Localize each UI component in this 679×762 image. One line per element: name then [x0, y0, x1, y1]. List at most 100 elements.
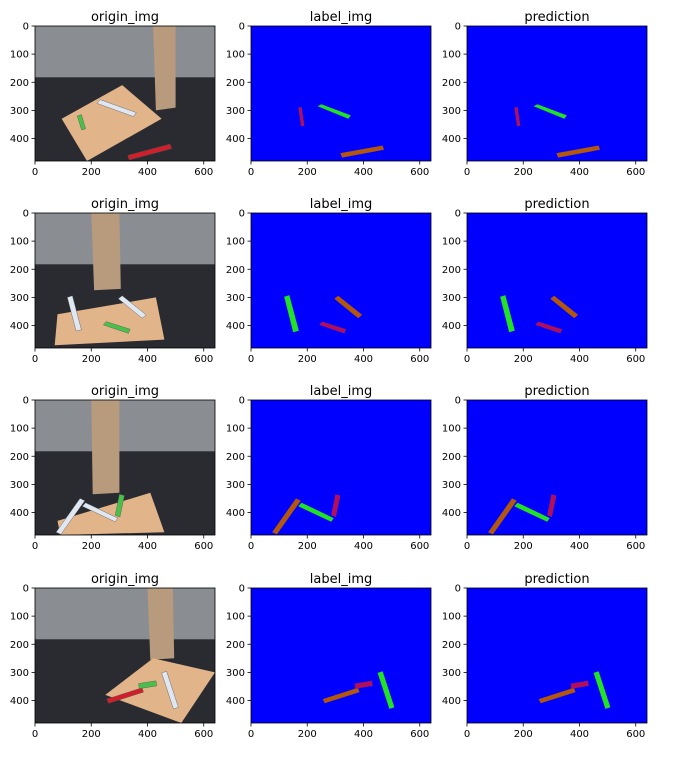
axes-frame [250, 399, 432, 536]
panel-r1-c2: prediction 0 200 400 600 0 100 200 300 400 [442, 197, 648, 365]
x-tick-label: 200 [298, 729, 317, 740]
wood-board [57, 492, 165, 535]
wood-post [153, 26, 176, 111]
y-tick-label: 100 [10, 424, 29, 435]
y-tick-label: 200 [442, 265, 461, 276]
y-tick-label: 200 [226, 640, 245, 651]
back-floor [35, 400, 215, 452]
panel-image [251, 26, 431, 161]
axes-frame [466, 212, 648, 349]
mask-object-magenta [319, 321, 347, 334]
axes-frame [250, 212, 432, 349]
y-tick-label: 400 [226, 321, 245, 332]
axes-frame [34, 587, 216, 724]
gum-stick [114, 493, 125, 518]
y-tick-label: 200 [442, 452, 461, 463]
y-tick-label: 200 [226, 265, 245, 276]
y-tick-label: 100 [442, 612, 461, 623]
mask-object-green [377, 671, 395, 709]
x-tick-label: 600 [626, 354, 645, 365]
panel-image [467, 213, 647, 348]
x-tick-label: 400 [138, 729, 157, 740]
panel-image [251, 588, 431, 723]
x-tick-label: 600 [626, 167, 645, 178]
y-tick-label: 300 [10, 106, 29, 117]
axes-frame [250, 25, 432, 162]
mask-object-brown [538, 687, 576, 704]
y-tick-label: 200 [226, 78, 245, 89]
mask-object-green [284, 295, 299, 333]
gum-stick [96, 99, 137, 117]
panel-title: origin_img [91, 572, 159, 587]
panel-title: prediction [524, 572, 589, 587]
x-tick-label: 200 [82, 729, 101, 740]
y-tick-label: 400 [226, 134, 245, 145]
back-floor [35, 26, 215, 78]
x-tick-label: 200 [82, 541, 101, 552]
mask-object-brown [488, 498, 517, 535]
y-tick-label: 300 [10, 668, 29, 679]
panel-r2-c1: label_img 0 200 400 600 0 100 200 300 400 [226, 384, 432, 552]
y-tick-label: 100 [442, 237, 461, 248]
mask-background [467, 400, 647, 535]
x-tick-label: 200 [298, 354, 317, 365]
x-tick-label: 200 [298, 541, 317, 552]
y-tick-label: 300 [226, 668, 245, 679]
y-tick-label: 100 [226, 50, 245, 61]
wood-post [91, 400, 120, 495]
x-tick-label: 0 [464, 541, 470, 552]
panel-image [35, 26, 215, 161]
mask-object-green [317, 104, 351, 119]
y-tick-label: 100 [10, 50, 29, 61]
y-tick-label: 0 [239, 22, 245, 33]
y-tick-label: 300 [10, 293, 29, 304]
panel-title: prediction [524, 10, 589, 25]
panel-r3-c2: prediction 0 200 400 600 0 100 200 300 400 [442, 572, 648, 740]
y-tick-label: 400 [442, 508, 461, 519]
panel-r0-c1: label_img 0 200 400 600 0 100 200 300 400 [226, 10, 432, 178]
axes-frame [466, 25, 648, 162]
y-tick-label: 0 [239, 396, 245, 407]
panel-title: label_img [310, 197, 372, 212]
panel-r3-c1: label_img 0 200 400 600 0 100 200 300 400 [226, 572, 432, 740]
y-tick-label: 400 [442, 321, 461, 332]
mask-object-magenta [331, 494, 341, 517]
y-tick-label: 300 [226, 293, 245, 304]
gum-stick [138, 680, 158, 689]
mask-background [467, 588, 647, 723]
panel-title: label_img [310, 10, 372, 25]
y-tick-label: 400 [10, 508, 29, 519]
gum-stick [76, 114, 86, 131]
y-tick-label: 400 [10, 134, 29, 145]
gum-stick [117, 295, 147, 319]
wood-board [105, 658, 215, 723]
x-tick-label: 400 [354, 354, 373, 365]
x-tick-label: 200 [82, 354, 101, 365]
y-tick-label: 400 [10, 321, 29, 332]
x-tick-label: 400 [570, 541, 589, 552]
y-tick-label: 400 [226, 508, 245, 519]
x-tick-label: 400 [138, 541, 157, 552]
panel-image [35, 213, 215, 348]
mask-object-magenta [535, 321, 563, 334]
panel-r2-c0: origin_img 0 200 400 600 0 100 200 300 400 [10, 384, 216, 552]
wood-post [91, 213, 121, 291]
mask-object-green [593, 671, 611, 709]
x-tick-label: 600 [626, 729, 645, 740]
gum-stick [81, 502, 118, 523]
gum-stick [55, 498, 86, 535]
y-tick-label: 200 [10, 452, 29, 463]
y-tick-label: 300 [442, 480, 461, 491]
panel-title: origin_img [91, 384, 159, 399]
x-tick-label: 0 [32, 541, 38, 552]
y-tick-label: 0 [239, 209, 245, 220]
gum-stick [161, 671, 179, 710]
gum-stick [102, 321, 131, 334]
x-tick-label: 200 [514, 354, 533, 365]
mask-object-green [533, 104, 567, 119]
panel-title: prediction [524, 197, 589, 212]
axes-frame [466, 399, 648, 536]
x-tick-label: 0 [464, 354, 470, 365]
panel-image [467, 26, 647, 161]
y-tick-label: 0 [239, 584, 245, 595]
